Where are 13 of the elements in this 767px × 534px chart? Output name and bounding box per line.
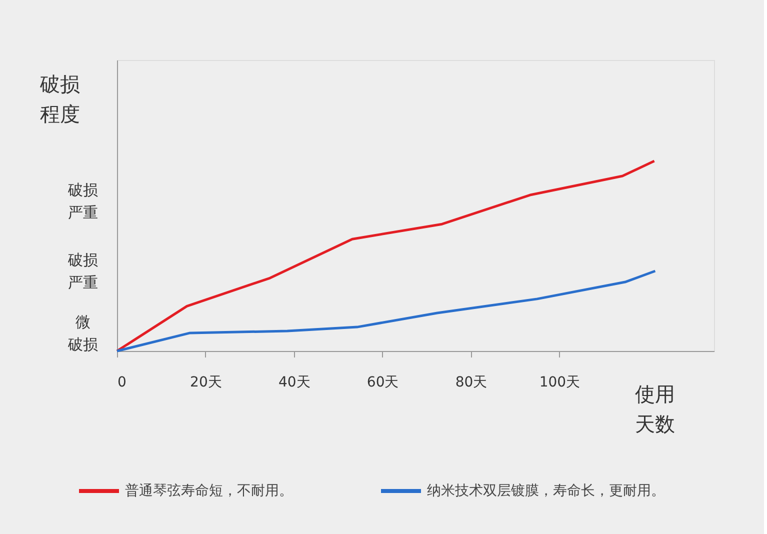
x-tick-label: 20天 <box>190 374 222 390</box>
text: 破损严重 <box>67 251 98 292</box>
x-tick-label: 40天 <box>278 374 310 390</box>
text: 微破损 <box>67 313 98 354</box>
legend-label: 普通琴弦寿命短，不耐用。 <box>125 482 293 499</box>
x-tick-label: 80天 <box>455 374 488 390</box>
x-tick-label: 100天 <box>539 374 580 390</box>
legend-label: 纳米技术双层镀膜，寿命长，更耐用。 <box>427 483 665 499</box>
y-axis-title: 破损程度 <box>39 72 80 126</box>
x-tick-label: 60天 <box>366 374 399 390</box>
text: 破损严重 <box>67 181 98 222</box>
x-tick-label: 0 <box>118 374 126 390</box>
x-axis-title: 使用天数 <box>635 382 675 436</box>
